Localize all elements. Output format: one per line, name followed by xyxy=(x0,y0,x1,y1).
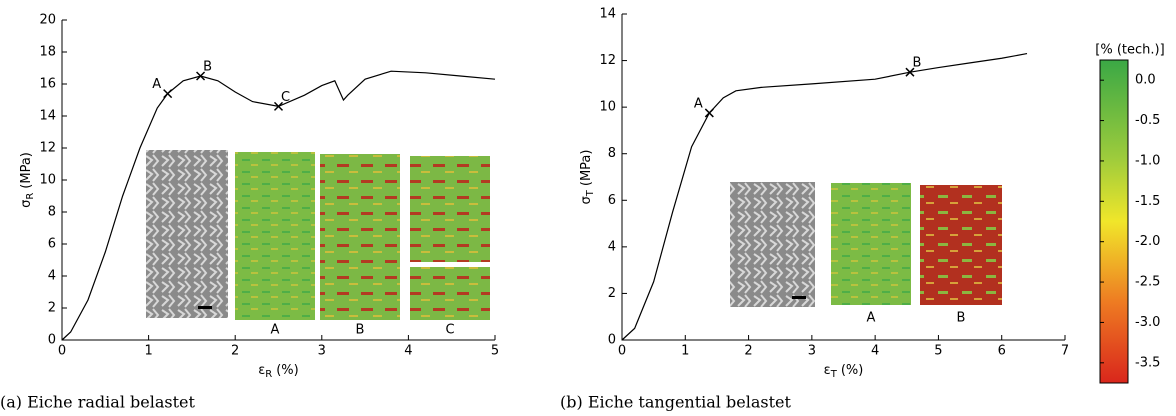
y-tick-label: 12 xyxy=(39,141,56,156)
axis-label: σT (MPa) xyxy=(579,150,597,205)
y-tick-label: 18 xyxy=(39,45,56,60)
x-tick-label: 2 xyxy=(744,344,752,359)
point-marker xyxy=(196,71,206,81)
point-label: B xyxy=(203,60,212,75)
y-tick-label: 2 xyxy=(48,301,56,316)
inset-label: B xyxy=(356,323,365,338)
colorbar-tick-label: -3.5 xyxy=(1135,355,1160,370)
x-tick-label: 4 xyxy=(404,344,412,359)
colorbar-tick-label: -1.0 xyxy=(1135,153,1160,168)
y-tick-label: 8 xyxy=(48,205,56,220)
y-tick-label: 10 xyxy=(599,100,616,115)
x-tick-label: 4 xyxy=(871,344,879,359)
point-marker xyxy=(704,108,714,118)
curve xyxy=(621,52,1028,341)
inset-label: A xyxy=(271,323,280,338)
y-tick-label: 4 xyxy=(48,269,56,284)
colorbar-tick-label: -2.5 xyxy=(1135,275,1160,290)
axis-symbol: ε xyxy=(258,363,265,378)
axis-symbol: ε xyxy=(824,363,831,378)
colorbar-scale xyxy=(1099,59,1129,384)
y-tick-label: 0 xyxy=(608,333,616,348)
caption: (b) Eiche tangential belastet xyxy=(560,393,791,412)
x-tick-label: 3 xyxy=(808,344,816,359)
point-label: A xyxy=(694,96,703,111)
caption: (a) Eiche radial belastet xyxy=(0,393,195,412)
axis-subscript: T xyxy=(830,369,838,380)
inset-label: C xyxy=(445,323,454,338)
y-tick-label: 6 xyxy=(48,237,56,252)
axis-label: εT (%) xyxy=(824,363,864,381)
axis-label: εR (%) xyxy=(258,363,298,381)
y-tick-label: 14 xyxy=(39,109,56,124)
x-tick-label: 1 xyxy=(681,344,689,359)
y-tick-label: 8 xyxy=(608,146,616,161)
colorbar-tick-label: 0.0 xyxy=(1135,73,1156,88)
axis-symbol: σ xyxy=(579,196,594,204)
axis-symbol: σ xyxy=(19,200,34,208)
point-marker xyxy=(905,67,915,77)
x-tick-label: 5 xyxy=(491,344,499,359)
x-tick-label: 7 xyxy=(1061,344,1069,359)
colorbar-tick-label: -3.0 xyxy=(1135,315,1160,330)
y-tick-label: 16 xyxy=(39,77,56,92)
axis-subscript: T xyxy=(585,189,596,197)
axis-subscript: R xyxy=(25,193,36,200)
x-tick-label: 0 xyxy=(58,344,66,359)
y-tick-label: 20 xyxy=(39,13,56,28)
x-tick-label: 6 xyxy=(998,344,1006,359)
colorbar-tick-label: -0.5 xyxy=(1135,113,1160,128)
x-tick-label: 3 xyxy=(318,344,326,359)
insets-a xyxy=(146,150,490,320)
y-tick-label: 6 xyxy=(608,193,616,208)
colorbar-tick-label: -1.5 xyxy=(1135,194,1160,209)
axis-unit: (MPa) xyxy=(579,150,594,187)
point-marker xyxy=(273,101,284,111)
y-tick-label: 0 xyxy=(48,333,56,348)
inset-label: A xyxy=(867,311,876,326)
axis-unit: (%) xyxy=(841,363,864,378)
insets-b xyxy=(730,182,1002,307)
axis-unit: (%) xyxy=(276,363,299,378)
y-tick-label: 14 xyxy=(599,7,616,22)
x-tick-label: 5 xyxy=(934,344,942,359)
colorbar: [% (tech.)] xyxy=(1095,43,1165,384)
point-label: A xyxy=(152,77,161,92)
point-marker xyxy=(163,89,173,99)
point-label: B xyxy=(912,56,921,71)
y-tick-label: 10 xyxy=(39,173,56,188)
x-tick-label: 1 xyxy=(144,344,152,359)
x-tick-label: 2 xyxy=(231,344,239,359)
colorbar-tick-label: -2.0 xyxy=(1135,234,1160,249)
axis-unit: (MPa) xyxy=(19,152,34,189)
colorbar-title: [% (tech.)] xyxy=(1095,43,1164,58)
y-tick-label: 4 xyxy=(608,239,616,254)
y-tick-label: 2 xyxy=(608,286,616,301)
inset-label: B xyxy=(957,311,966,326)
point-label: C xyxy=(281,90,290,105)
x-tick-label: 0 xyxy=(618,344,626,359)
axis-label: σR (MPa) xyxy=(19,152,37,208)
axis-subscript: R xyxy=(265,369,272,380)
curve xyxy=(61,70,496,341)
y-tick-label: 12 xyxy=(599,53,616,68)
